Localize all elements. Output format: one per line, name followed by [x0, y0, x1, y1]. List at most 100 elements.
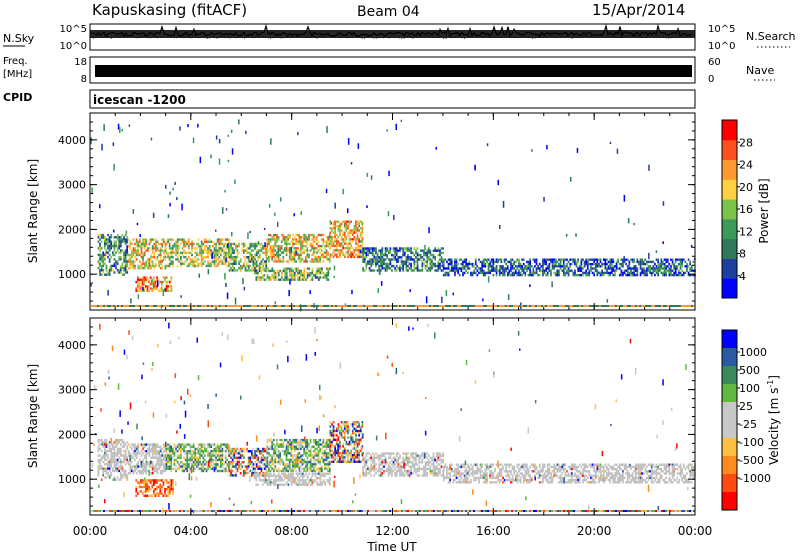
range-gate-cell	[455, 269, 458, 272]
range-gate-cell	[416, 247, 419, 250]
range-gate-cell	[309, 460, 312, 464]
near-range-cell	[343, 305, 345, 307]
range-gate-cell	[123, 469, 125, 473]
range-gate-cell	[426, 249, 428, 252]
range-gate-cell	[303, 271, 306, 275]
range-gate-cell	[127, 260, 130, 263]
range-gate-cell	[271, 251, 273, 254]
range-gate-cell	[223, 249, 225, 252]
range-gate-cell	[446, 271, 448, 275]
range-gate-cell	[156, 479, 158, 482]
range-gate-cell	[535, 267, 538, 270]
range-gate-cell	[332, 242, 335, 245]
range-gate-cell	[197, 258, 200, 261]
range-gate-cell	[410, 258, 412, 261]
range-gate-cell	[295, 469, 297, 473]
range-gate-cell	[107, 233, 109, 237]
range-gate-cell	[473, 265, 475, 268]
scatter-point	[222, 207, 224, 214]
range-gate-cell	[620, 265, 623, 268]
range-gate-cell	[263, 472, 266, 475]
range-gate-cell	[642, 262, 645, 266]
range-gate-cell	[276, 253, 278, 257]
range-gate-cell	[246, 450, 248, 453]
near-range-cell	[125, 305, 127, 307]
range-gate-cell	[151, 454, 154, 457]
range-gate-cell	[288, 233, 291, 237]
range-gate-cell	[221, 238, 224, 241]
range-gate-cell	[173, 245, 176, 248]
range-gate-cell	[121, 233, 124, 237]
range-gate-cell	[243, 262, 245, 265]
range-gate-cell	[218, 240, 221, 243]
range-gate-cell	[484, 273, 487, 277]
range-gate-cell	[301, 244, 304, 248]
range-gate-cell	[172, 488, 174, 491]
range-gate-cell	[118, 236, 121, 239]
range-gate-cell	[199, 245, 201, 248]
range-gate-cell	[162, 280, 165, 284]
scatter-point	[507, 294, 510, 300]
range-gate-cell	[131, 469, 133, 473]
range-gate-cell	[378, 256, 380, 259]
range-gate-cell	[421, 262, 424, 266]
near-range-cell	[585, 305, 587, 307]
range-gate-cell	[252, 262, 255, 265]
range-gate-cell	[423, 253, 425, 257]
range-gate-cell	[197, 445, 200, 448]
range-gate-cell	[636, 258, 639, 261]
range-gate-cell	[183, 443, 185, 446]
range-gate-cell	[376, 251, 379, 255]
range-gate-cell	[556, 265, 559, 268]
range-gate-cell	[532, 267, 535, 270]
range-gate-cell	[295, 269, 298, 273]
range-gate-cell	[300, 458, 302, 462]
range-gate-cell	[427, 247, 430, 250]
range-gate-cell	[577, 260, 579, 264]
range-gate-cell	[105, 467, 108, 470]
near-range-cell	[601, 305, 603, 307]
range-gate-cell	[463, 271, 466, 275]
range-gate-cell	[151, 467, 154, 470]
range-gate-cell	[197, 238, 200, 241]
range-gate-cell	[142, 465, 144, 468]
range-gate-cell	[668, 262, 671, 266]
range-gate-cell	[660, 260, 663, 264]
near-range-cell	[625, 305, 627, 307]
range-gate-cell	[335, 253, 338, 256]
near-range-cell	[521, 305, 523, 307]
near-range-cell	[249, 305, 251, 307]
range-gate-cell	[148, 258, 151, 261]
range-gate-cell	[228, 463, 231, 466]
range-gate-cell	[279, 445, 281, 448]
range-gate-cell	[402, 264, 404, 268]
range-gate-cell	[233, 258, 236, 261]
range-gate-cell	[104, 273, 106, 276]
range-gate-cell	[272, 438, 275, 442]
range-gate-cell	[586, 273, 589, 277]
range-gate-cell	[335, 255, 338, 259]
range-gate-cell	[274, 258, 277, 261]
scatter-point	[428, 227, 430, 234]
range-gate-cell	[284, 242, 286, 246]
range-gate-cell	[120, 266, 122, 270]
range-gate-cell	[218, 454, 221, 457]
range-gate-cell	[216, 249, 219, 252]
range-gate-cell	[205, 256, 208, 259]
range-gate-cell	[674, 258, 677, 261]
range-gate-cell	[221, 458, 224, 462]
range-gate-cell	[140, 490, 142, 493]
range-gate-cell	[146, 494, 149, 497]
range-gate-cell	[599, 273, 602, 277]
range-gate-cell	[150, 258, 152, 261]
range-gate-cell	[633, 267, 635, 270]
range-gate-cell	[279, 452, 281, 455]
range-gate-cell	[620, 269, 623, 272]
range-gate-cell	[259, 262, 261, 265]
scatter-point	[370, 175, 373, 180]
range-gate-cell	[657, 269, 659, 272]
range-gate-cell	[112, 478, 114, 481]
range-gate-cell	[108, 253, 111, 257]
range-gate-cell	[296, 242, 299, 246]
range-gate-cell	[110, 474, 113, 477]
